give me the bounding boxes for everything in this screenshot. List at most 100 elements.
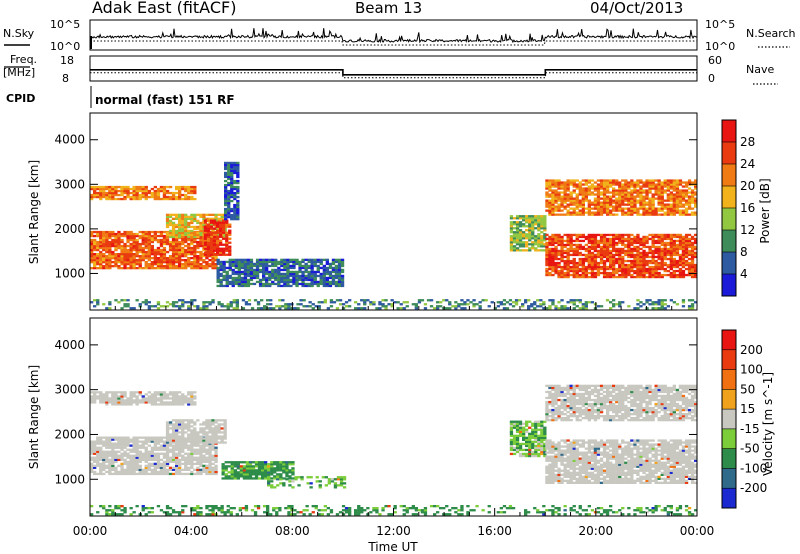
heatmap-cell-0-1 <box>99 265 103 268</box>
heatmap-cell-0-4 <box>325 268 329 272</box>
heatmap-cell-0-7 <box>578 213 582 216</box>
heatmap-cell-0-8 <box>672 257 676 261</box>
heatmap-cell-0-2 <box>214 215 218 218</box>
heatmap-cell-0-0 <box>132 195 136 199</box>
heatmap-cell-1-0 <box>93 401 97 404</box>
heatmap-cell-1-1 <box>102 444 106 447</box>
heatmap-cell-0-6 <box>518 221 523 224</box>
heatmap-cell-1-1 <box>214 468 218 471</box>
heatmap-cell-0-5 <box>227 199 231 203</box>
heatmap-cell-1-1 <box>171 448 176 451</box>
heatmap-cell-0-5 <box>230 179 234 183</box>
heatmap-cell-1-1 <box>108 458 112 461</box>
heatmap-cell-0-7 <box>569 197 573 200</box>
heatmap-cell-0-7 <box>566 193 570 196</box>
heatmap-cell-0-9 <box>478 307 482 310</box>
heatmap-cell-1-1 <box>208 460 212 463</box>
heatmap-cell-0-0 <box>120 187 124 191</box>
heatmap-cell-0-9 <box>609 307 613 310</box>
heatmap-cell-0-7 <box>554 181 558 184</box>
heatmap-cell-0-7 <box>675 185 680 188</box>
heatmap-cell-0-0 <box>187 197 191 201</box>
heatmap-cell-0-8 <box>612 275 616 279</box>
heatmap-cell-0-1 <box>175 240 179 244</box>
heatmap-cell-0-1 <box>144 230 148 234</box>
heatmap-cell-0-6 <box>534 221 538 224</box>
heatmap-cell-0-8 <box>672 233 676 237</box>
heatmap-cell-0-6 <box>525 243 529 246</box>
heatmap-cell-0-4 <box>252 272 257 276</box>
heatmap-cell-0-4 <box>334 276 339 280</box>
heatmap-cell-0-5 <box>230 189 234 193</box>
heatmap-cell-0-1 <box>162 255 167 258</box>
heatmap-cell-1-1 <box>102 442 106 445</box>
heatmap-cell-0-6 <box>512 231 517 234</box>
heatmap-cell-0-8 <box>681 257 686 261</box>
heatmap-cell-1-1 <box>126 460 130 463</box>
heatmap-cell-0-7 <box>551 183 555 186</box>
heatmap-cell-0-1 <box>199 265 203 268</box>
heatmap-cell-0-8 <box>596 233 601 237</box>
heatmap-cell-0-6 <box>528 243 532 246</box>
heatmap-cell-0-4 <box>228 258 232 261</box>
heatmap-cell-0-1 <box>190 265 194 268</box>
heatmap-cell-0-7 <box>590 203 595 206</box>
heatmap-cell-0-0 <box>181 187 185 191</box>
heatmap-cell-0-8 <box>639 241 643 245</box>
heatmap-cell-1-1 <box>181 446 185 449</box>
heatmap-cell-0-1 <box>214 257 218 260</box>
heatmap-cell-0-7 <box>612 209 616 212</box>
heatmap-cell-0-7 <box>606 183 610 186</box>
heatmap-cell-0-8 <box>566 261 570 265</box>
heatmap-cell-0-7 <box>657 183 661 186</box>
heatmap-cell-0-7 <box>681 211 686 214</box>
heatmap-cell-0-1 <box>193 267 197 270</box>
heatmap-cell-0-1 <box>129 230 133 234</box>
heatmap-cell-0-8 <box>581 267 585 271</box>
heatmap-cell-0-7 <box>672 179 676 182</box>
heatmap-cell-0-8 <box>681 275 686 279</box>
heatmap-cell-0-8 <box>621 265 625 269</box>
heatmap-cell-1-2 <box>165 437 170 440</box>
heatmap-cell-0-8 <box>557 253 561 257</box>
heatmap-cell-0-7 <box>554 197 558 200</box>
heatmap-cell-0-3 <box>206 231 211 234</box>
heatmap-cell-0-7 <box>690 193 695 196</box>
heatmap-cell-0-9 <box>517 299 522 302</box>
heatmap-cell-0-1 <box>171 267 176 270</box>
heatmap-cell-0-1 <box>159 242 164 246</box>
heatmap-cell-1-2 <box>181 427 185 430</box>
heatmap-cell-0-1 <box>208 263 212 266</box>
heatmap-cell-0-4 <box>310 282 314 286</box>
heatmap-cell-0-1 <box>93 238 97 242</box>
heatmap-cell-0-1 <box>144 250 148 254</box>
heatmap-cell-0-7 <box>621 179 625 182</box>
heatmap-cell-0-1 <box>96 246 100 250</box>
heatmap-cell-0-7 <box>657 191 661 194</box>
heatmap-cell-0-0 <box>117 189 121 193</box>
heatmap-cell-0-1 <box>156 240 161 244</box>
heatmap-cell-0-8 <box>587 233 591 237</box>
heatmap-cell-0-9 <box>205 301 209 304</box>
heatmap-cell-0-7 <box>633 185 637 188</box>
heatmap-cell-1-1 <box>178 460 182 463</box>
heatmap-cell-0-1 <box>178 244 182 248</box>
heatmap-cell-0-3 <box>216 247 220 250</box>
heatmap-cell-0-8 <box>599 245 604 249</box>
heatmap-cell-0-8 <box>687 265 692 269</box>
heatmap-cell-0-0 <box>162 187 167 191</box>
heatmap-cell-0-0 <box>181 193 185 197</box>
heatmap-cell-0-8 <box>581 257 585 261</box>
heatmap-cell-1-1 <box>199 472 203 476</box>
heatmap-cell-0-8 <box>627 247 631 251</box>
heatmap-cell-1-1 <box>126 464 130 467</box>
heatmap-cell-0-4 <box>268 278 272 282</box>
heatmap-cell-1-1 <box>141 468 145 471</box>
heatmap-cell-0-8 <box>687 257 692 261</box>
heatmap-cell-0-7 <box>560 209 564 212</box>
heatmap-cell-0-7 <box>651 199 655 202</box>
heatmap-cell-1-1 <box>105 454 109 457</box>
heatmap-cell-0-3 <box>203 247 208 250</box>
heatmap-cell-0-8 <box>606 275 610 279</box>
heatmap-cell-0-0 <box>162 195 167 199</box>
